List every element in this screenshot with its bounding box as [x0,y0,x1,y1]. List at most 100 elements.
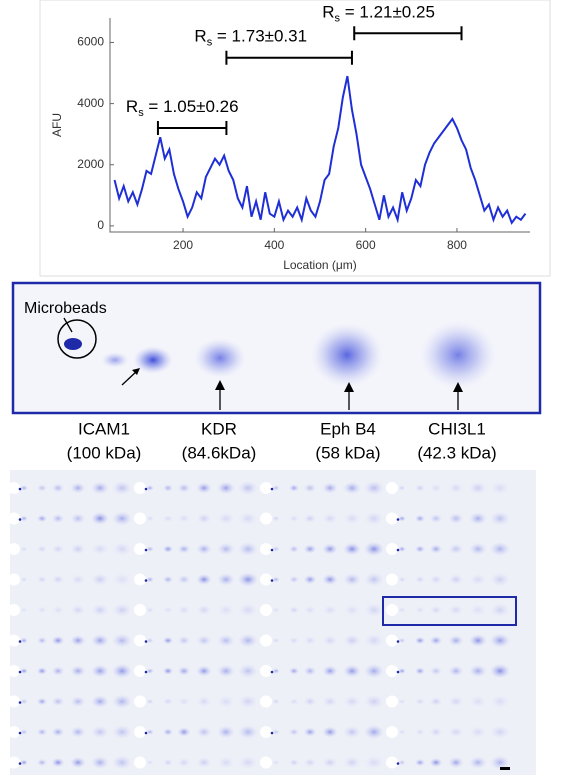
protein-mass: (84.6kDa) [182,443,257,462]
spot [489,541,511,557]
spot [70,756,86,769]
x-tick-label: 800 [447,238,467,252]
spot [237,663,259,679]
arrow-head [132,368,140,375]
spot [162,484,174,492]
spot [90,725,110,739]
scale-bar [500,767,510,770]
spot [216,694,236,709]
spot [288,575,300,584]
spot [429,666,443,676]
spot [272,637,280,644]
spot [51,696,65,707]
spot [70,482,86,494]
spot [177,544,191,554]
callout-line [63,317,73,333]
spot [90,664,110,678]
spot [414,667,426,675]
spot [146,668,154,674]
spot [303,727,317,737]
spot [51,666,65,676]
spot [272,759,280,766]
spot [398,759,406,766]
spot [90,633,110,648]
protein-mass: (58 kDa) [315,443,380,462]
spot [111,572,133,587]
band [194,338,246,378]
spot [272,515,280,522]
bead [270,670,274,674]
spot [342,664,362,678]
spot [489,755,511,770]
spot [90,572,110,587]
bead-well [134,695,146,708]
spot [216,481,236,495]
spot [51,605,65,615]
spot [111,541,133,557]
spot [288,514,300,523]
spot [70,665,86,677]
bead [144,579,148,582]
spot [272,668,280,674]
spot [177,483,191,493]
spot [216,725,236,739]
spot [489,480,511,496]
annotation-text: = 1.05±0.26 [144,98,239,117]
spot [414,758,426,767]
spot [51,574,65,585]
bead-well [8,604,20,616]
spot [429,635,443,646]
bead [270,548,274,552]
spot [216,755,236,770]
spot [162,545,174,553]
annotation-subscript: s [207,37,213,49]
spot [20,698,28,705]
spot [196,695,212,708]
spot [177,696,191,707]
spot [489,694,511,709]
bracket [225,50,353,65]
spot [177,605,191,615]
spot [489,511,511,526]
spot [342,542,362,556]
spot [196,726,212,738]
spot [342,694,362,709]
spot [322,665,338,677]
spot [177,635,191,646]
bead-well [260,512,272,525]
spot [70,695,86,708]
spot [288,484,300,492]
spot [414,514,426,523]
spot [90,603,110,617]
protein-name: CHI3L1 [428,419,486,438]
protein-mass: (100 kDa) [67,443,142,462]
spot [398,515,406,522]
bead-well [260,543,272,555]
spot [342,725,362,739]
spot [414,545,426,553]
bead [18,518,22,521]
spot [146,485,154,491]
spot [111,633,133,648]
spot [70,604,86,616]
spot [414,575,426,584]
spot [177,757,191,768]
bead [144,487,148,491]
spot [20,668,28,674]
x-tick-label: 600 [356,238,376,252]
spot [196,482,212,494]
annotation-subscript: s [138,107,144,119]
bead-well [386,726,398,738]
bead-well [8,665,20,677]
spot [51,727,65,737]
spot [468,755,488,770]
spot [414,697,426,706]
spot [216,542,236,556]
spot [468,572,488,587]
highlight-box [382,596,517,626]
spot [342,603,362,617]
spot [288,758,300,767]
spot [70,634,86,647]
spot [36,575,48,584]
spot [146,698,154,705]
